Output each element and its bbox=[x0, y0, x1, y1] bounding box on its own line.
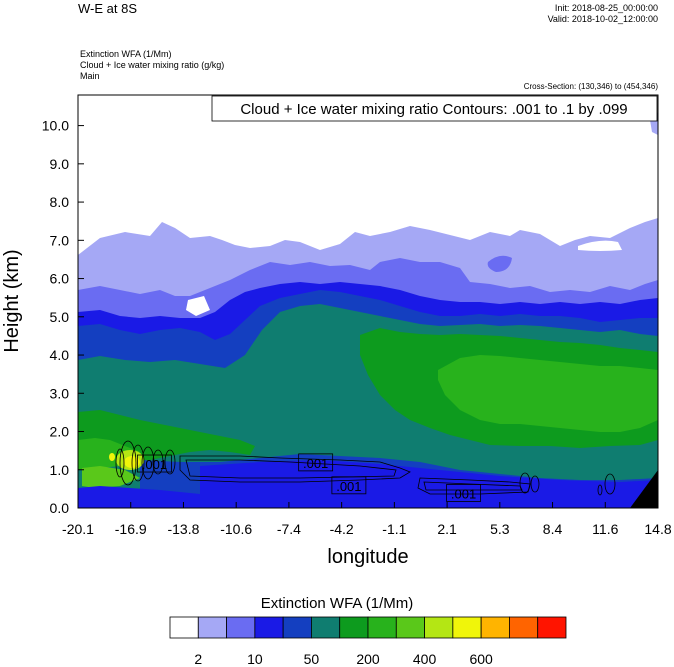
contour-field-name: Cloud + Ice water mixing ratio (g/kg) bbox=[80, 60, 225, 70]
colorbar-swatch bbox=[367, 616, 397, 639]
contour-label: .001 bbox=[142, 457, 167, 472]
x-tick-label: -4.2 bbox=[330, 521, 354, 537]
x-tick-label: 11.6 bbox=[592, 521, 618, 537]
y-tick-label: 6.0 bbox=[50, 271, 70, 287]
contour-label: .001 bbox=[451, 486, 476, 501]
chart-title: W-E at 8S bbox=[78, 1, 138, 16]
domain-name: Main bbox=[80, 71, 100, 81]
extinction-field bbox=[78, 95, 658, 508]
x-tick-label: -20.1 bbox=[62, 521, 94, 537]
cross-section-label: Cross-Section: (130,346) to (454,346) bbox=[523, 82, 658, 91]
colorbar-swatch bbox=[452, 616, 482, 639]
colorbar-label: 200 bbox=[356, 651, 380, 667]
colorbar-swatch bbox=[169, 616, 199, 639]
mixing-ratio-contours bbox=[115, 440, 616, 496]
colorbar-title: Extinction WFA (1/Mm) bbox=[260, 595, 414, 612]
x-axis-label: longitude bbox=[327, 546, 408, 568]
y-tick-label: 9.0 bbox=[50, 156, 70, 172]
x-tick-label: -10.6 bbox=[220, 521, 252, 537]
y-tick-label: 4.0 bbox=[50, 347, 70, 363]
x-tick-label: -1.1 bbox=[382, 521, 406, 537]
colorbar-swatch bbox=[480, 616, 510, 639]
x-tick-label: -16.9 bbox=[115, 521, 147, 537]
contour-label-box bbox=[298, 453, 334, 472]
colorbar-swatch bbox=[509, 616, 539, 639]
y-tick-label: 1.0 bbox=[50, 462, 70, 478]
x-tick-label: -7.4 bbox=[277, 521, 301, 537]
y-tick-label: 0.0 bbox=[50, 500, 70, 516]
colorbar-swatch bbox=[254, 616, 284, 639]
plot-frame bbox=[77, 94, 659, 509]
annotation-box bbox=[211, 95, 658, 122]
colorbar-swatch bbox=[311, 616, 341, 639]
colorbar-label: 50 bbox=[304, 651, 320, 667]
contour-label: .001 bbox=[336, 479, 361, 494]
y-tick-label: 8.0 bbox=[50, 194, 70, 210]
y-tick-label: 7.0 bbox=[50, 232, 70, 248]
valid-time: Valid: 2018-10-02_12:00:00 bbox=[547, 14, 658, 24]
field-name: Extinction WFA (1/Mm) bbox=[80, 49, 172, 59]
colorbar-swatch bbox=[197, 616, 227, 639]
colorbar-labels: 2 10 50 200 400 600 bbox=[194, 651, 493, 667]
x-axis: -20.1 -16.9 -13.8 -10.6 -7.4 -4.2 -1.1 2.1 5.3 8.… bbox=[62, 502, 672, 537]
contour-label-box bbox=[137, 454, 172, 473]
colorbar-label: 2 bbox=[194, 651, 202, 667]
colorbar-label: 10 bbox=[247, 651, 263, 667]
x-tick-label: 8.4 bbox=[543, 521, 563, 537]
y-tick-label: 10.0 bbox=[42, 118, 69, 134]
contour-label-box bbox=[331, 476, 367, 495]
init-time: Init: 2018-08-25_00:00:00 bbox=[554, 3, 658, 13]
colorbar-label: 400 bbox=[413, 651, 437, 667]
y-axis: 0.0 1.0 2.0 3.0 4.0 5.0 6.0 7.0 8.0 9.0 10.0 bbox=[42, 118, 84, 516]
y-tick-label: 5.0 bbox=[50, 309, 70, 325]
colorbar-swatch bbox=[537, 616, 567, 639]
contour-label: .001 bbox=[303, 456, 328, 471]
colorbar bbox=[169, 616, 567, 639]
x-tick-label: 14.8 bbox=[644, 521, 671, 537]
colorbar-swatch bbox=[226, 616, 256, 639]
colorbar-swatch bbox=[282, 616, 312, 639]
contour-labels: .001 .001 .001 .001 bbox=[137, 453, 481, 502]
x-tick-label: 5.3 bbox=[490, 521, 510, 537]
y-axis-label: Height (km) bbox=[1, 249, 23, 352]
y-tick-label: 3.0 bbox=[50, 385, 70, 401]
colorbar-swatch bbox=[395, 616, 425, 639]
contour-label-box bbox=[446, 484, 481, 502]
y-tick-label: 2.0 bbox=[50, 424, 70, 440]
x-tick-label: 2.1 bbox=[437, 521, 457, 537]
colorbar-label: 600 bbox=[469, 651, 493, 667]
contour-annotation: Cloud + Ice water mixing ratio Contours:… bbox=[240, 101, 627, 118]
colorbar-swatch bbox=[339, 616, 369, 639]
colorbar-swatch bbox=[424, 616, 454, 639]
x-tick-label: -13.8 bbox=[167, 521, 199, 537]
